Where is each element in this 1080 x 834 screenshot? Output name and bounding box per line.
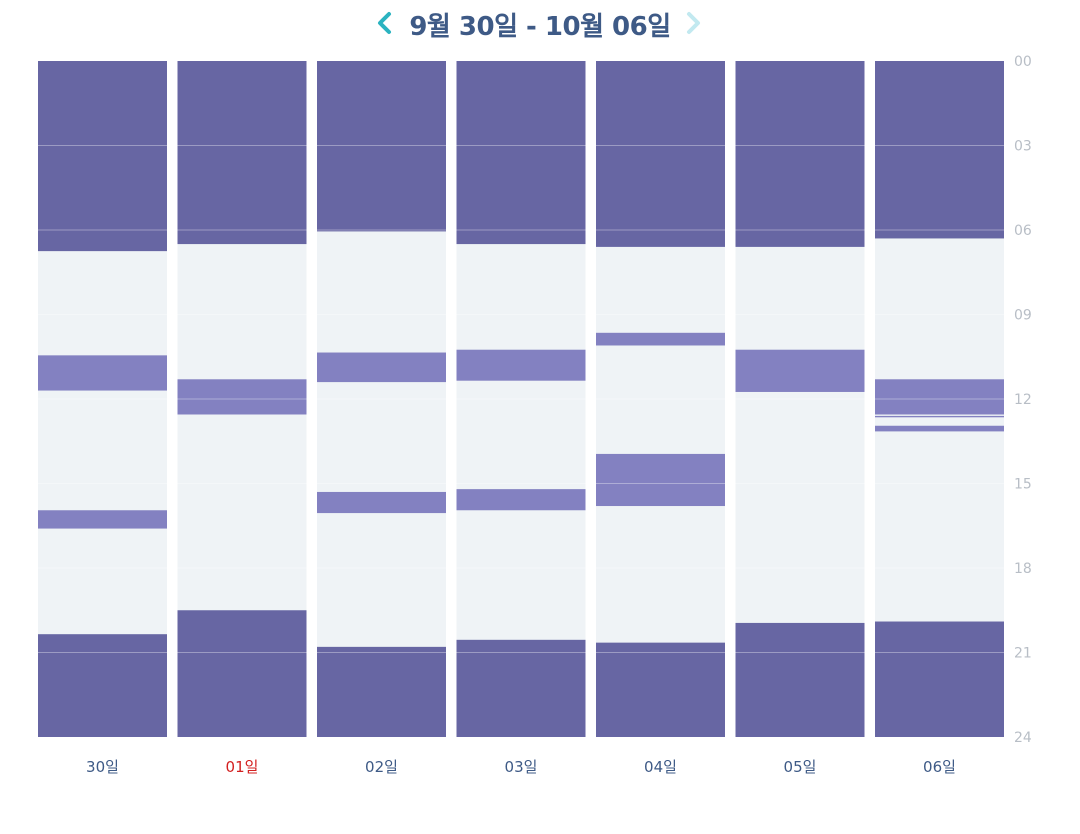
y-tick-label: 15 — [1014, 477, 1032, 493]
sleep-bar — [456, 639, 586, 737]
nap-bar — [596, 332, 725, 346]
nap-bar — [317, 352, 446, 383]
nap-bar — [38, 355, 167, 391]
sleep-bar — [875, 621, 1004, 737]
week-range-title: 9월 30일 - 10월 06일 — [409, 12, 671, 42]
day-label: 02일 — [365, 758, 398, 776]
sleep-bar — [735, 61, 865, 247]
day-label: 04일 — [644, 758, 677, 776]
y-tick-label: 06 — [1014, 223, 1032, 239]
nap-bar — [735, 349, 865, 392]
y-tick-label: 18 — [1014, 561, 1032, 577]
nap-bar — [596, 453, 725, 507]
nap-bar — [456, 349, 586, 381]
y-tick-label: 03 — [1014, 139, 1032, 155]
day-label: 03일 — [505, 758, 538, 776]
nap-bar — [456, 489, 586, 511]
nap-bar — [38, 510, 167, 529]
sleep-bar — [38, 634, 167, 737]
sleep-bar — [317, 646, 446, 737]
day-label: 01일 — [226, 758, 259, 776]
week-header: 9월 30일 - 10월 06일 — [0, 0, 1080, 50]
sleep-bar — [735, 622, 865, 737]
prev-week-button[interactable] — [370, 8, 400, 38]
y-tick-label: 24 — [1014, 730, 1032, 746]
sleep-bar — [38, 61, 167, 252]
sleep-bar — [177, 610, 307, 737]
sleep-bar — [456, 61, 586, 245]
y-tick-label: 21 — [1014, 646, 1032, 662]
sleep-bar — [317, 61, 446, 232]
nap-bar — [875, 415, 1004, 418]
nap-bar — [875, 379, 1004, 415]
day-label: 30일 — [86, 758, 119, 776]
nap-bar — [317, 491, 446, 514]
y-tick-label: 12 — [1014, 392, 1032, 408]
nap-bar — [177, 379, 307, 415]
next-week-button[interactable] — [678, 8, 708, 38]
nap-bar — [875, 425, 1004, 432]
chevron-right-icon — [687, 12, 700, 34]
day-label: 06일 — [923, 758, 956, 776]
sleep-bar — [875, 61, 1004, 239]
sleep-bar — [177, 61, 307, 245]
sleep-bar — [596, 61, 725, 247]
chevron-left-icon — [378, 12, 391, 34]
day-label: 05일 — [784, 758, 817, 776]
y-tick-label: 00 — [1014, 54, 1032, 70]
sleep-bar — [596, 642, 725, 737]
y-tick-label: 09 — [1014, 308, 1032, 324]
